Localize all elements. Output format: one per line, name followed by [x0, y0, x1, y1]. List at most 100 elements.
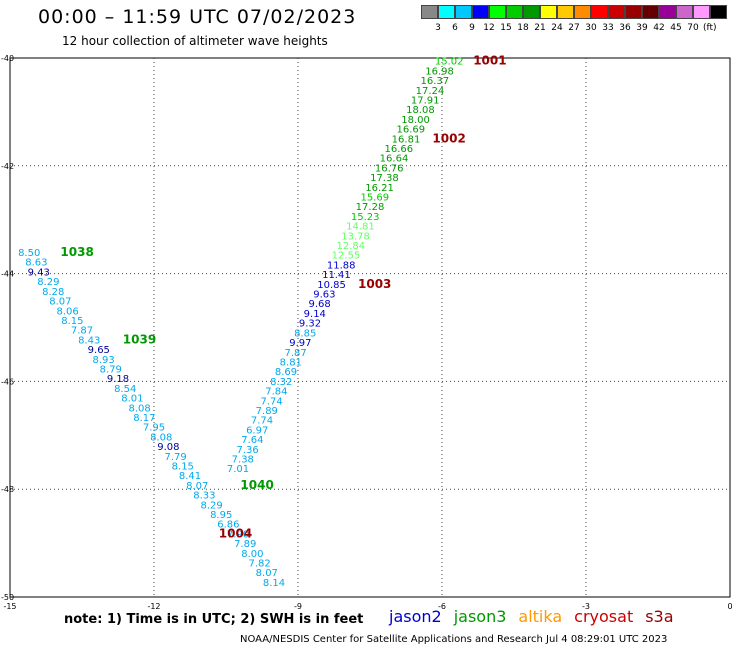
wave-height-label: 9.18 [107, 374, 129, 385]
chart-note: note: 1) Time is in UTC; 2) SWH is in fe… [64, 612, 364, 627]
wave-height-label: 8.95 [210, 510, 232, 521]
wave-height-label: 7.36 [236, 445, 258, 456]
wave-height-label: 8.08 [150, 432, 172, 443]
color-scale-label: 21 [534, 23, 546, 33]
wave-height-label: 8.32 [270, 377, 292, 388]
wave-height-label: 8.06 [56, 306, 78, 317]
color-scale-label: 24 [551, 23, 563, 33]
wave-height-label: 8.85 [294, 328, 316, 339]
wave-height-label: 7.95 [143, 423, 165, 434]
wave-height-label: 7.79 [164, 452, 186, 463]
wave-height-label: 9.43 [28, 267, 50, 278]
wave-height-label: 7.01 [227, 464, 249, 475]
wave-height-label: 7.74 [260, 396, 282, 407]
wave-height-label: 14.81 [346, 222, 375, 233]
wave-height-label: 8.29 [37, 277, 59, 288]
color-scale-cell [557, 5, 574, 19]
plot-frame [9, 57, 731, 598]
wave-height-label: 17.91 [411, 96, 440, 107]
wave-height-label: 6.86 [217, 520, 239, 531]
y-tick-label: -44 [1, 270, 14, 279]
wave-height-label: 8.17 [133, 413, 155, 424]
legend-entry: jason3 [453, 607, 507, 626]
wave-height-label: 8.15 [172, 461, 194, 472]
pass-id-label: 1004 [219, 526, 252, 540]
color-scale-cell [608, 5, 625, 19]
wave-height-label: 9.63 [313, 290, 335, 301]
wave-height-label: 16.21 [365, 183, 394, 194]
wave-height-label: 9.65 [88, 345, 110, 356]
color-scale-label: 36 [619, 23, 631, 33]
color-scale-label: 3 [435, 23, 441, 33]
wave-height-label: 8.07 [256, 568, 278, 579]
wave-height-label: 10.85 [317, 280, 346, 291]
color-scale-cell [676, 5, 693, 19]
wave-height-label: 8.07 [186, 481, 208, 492]
wave-height-label: 7.64 [241, 435, 263, 446]
legend-entry: s3a [645, 607, 674, 626]
color-scale-cell [540, 5, 557, 19]
color-scale-cell [421, 5, 438, 19]
x-tick-label: -15 [3, 602, 16, 611]
color-scale-unit: (ft) [703, 23, 717, 33]
legend-entry: cryosat [574, 607, 634, 626]
wave-height-label: 17.28 [356, 202, 385, 213]
color-scale-label: 6 [452, 23, 458, 33]
color-scale-label: 42 [653, 23, 665, 33]
wave-height-label: 15.02 [435, 57, 464, 68]
wave-height-label: 8.08 [128, 403, 150, 414]
wave-height-label: 7.90 [227, 529, 249, 540]
wave-height-label: 17.24 [416, 86, 445, 97]
wave-height-label: 16.64 [380, 154, 409, 165]
wave-height-label: 7.38 [232, 454, 254, 465]
x-tick-label: -3 [582, 602, 590, 611]
pass-id-label: 1003 [358, 277, 391, 291]
wave-height-label: 7.84 [265, 387, 287, 398]
color-scale-cell [591, 5, 608, 19]
wave-height-label: 8.15 [61, 316, 83, 327]
y-tick-label: -46 [1, 377, 14, 386]
wave-height-label: 7.89 [256, 406, 278, 417]
x-tick-label: 0 [727, 602, 732, 611]
wave-height-label: 8.29 [200, 500, 222, 511]
y-tick-label: -40 [1, 54, 14, 63]
color-scale-label: 33 [602, 23, 614, 33]
wave-height-label: 8.01 [121, 394, 143, 405]
legend-entry: altika [518, 607, 563, 626]
color-scale-label: 12 [483, 23, 495, 33]
page-subtitle: 12 hour collection of altimeter wave hei… [62, 34, 328, 48]
wave-height-label: 16.98 [425, 66, 454, 77]
wave-height-label: 18.00 [401, 115, 430, 126]
y-tick-label: -50 [1, 593, 14, 602]
wave-height-label: 13.78 [341, 231, 370, 242]
color-scale-cell [642, 5, 659, 19]
pass-id-label: 1002 [432, 131, 465, 145]
wave-height-label: 16.37 [420, 76, 449, 87]
wave-height-label: 9.32 [299, 319, 321, 330]
color-scale-label: 70 [687, 23, 699, 33]
wave-height-label: 16.76 [375, 163, 404, 174]
pass-id-label: 1039 [123, 332, 156, 346]
color-scale-cell [659, 5, 676, 19]
wave-height-label: 8.50 [18, 248, 40, 259]
wave-height-label: 9.14 [304, 309, 326, 320]
footer-credit: NOAA/NESDIS Center for Satellite Applica… [240, 634, 668, 645]
wave-height-label: 8.07 [49, 297, 71, 308]
wave-height-label: 16.66 [384, 144, 413, 155]
x-tick-label: -9 [294, 602, 302, 611]
x-tick-label: -12 [147, 602, 160, 611]
wave-height-label: 8.33 [193, 491, 215, 502]
wave-height-label: 8.81 [280, 357, 302, 368]
wave-height-label: 9.68 [308, 299, 330, 310]
pass-id-label: 1001 [473, 54, 506, 68]
wave-height-label: 18.08 [406, 105, 435, 116]
satellite-legend: jason2 jason3 altika cryosat s3a [389, 607, 686, 626]
wave-height-label: 17.38 [370, 173, 399, 184]
wave-height-label: 7.74 [251, 416, 273, 427]
wave-height-label: 8.41 [179, 471, 201, 482]
color-scale-cell [506, 5, 523, 19]
x-tick-label: -6 [438, 602, 446, 611]
color-scale-label: 27 [568, 23, 580, 33]
wave-height-label: 11.41 [322, 270, 351, 281]
